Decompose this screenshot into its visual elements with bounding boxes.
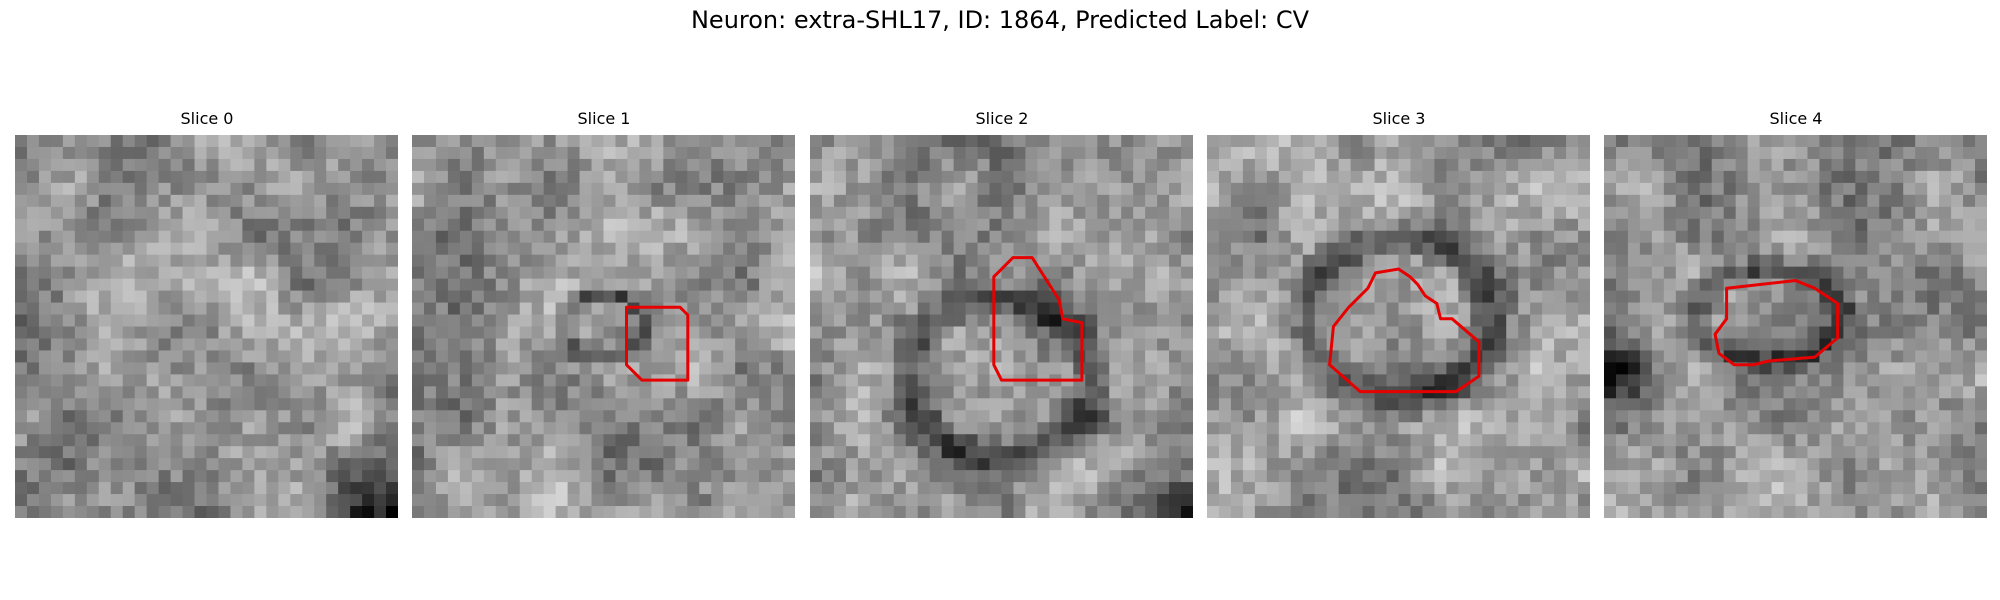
slice-3-image — [1207, 135, 1590, 518]
panel-title-slice-4: Slice 4 — [1769, 109, 1823, 128]
slice-0-svg — [15, 135, 398, 518]
slice-0-image — [15, 135, 398, 518]
slice-1-image — [412, 135, 795, 518]
slice-1-svg — [412, 135, 795, 518]
slice-2-contour — [992, 256, 1084, 382]
panel-title-slice-1: Slice 1 — [577, 109, 631, 128]
slice-2-svg — [810, 135, 1193, 518]
slice-3-svg — [1207, 135, 1590, 518]
panel-title-slice-3: Slice 3 — [1372, 109, 1426, 128]
slice-4-svg — [1604, 135, 1987, 518]
slice-4-contour — [1713, 279, 1840, 367]
slice-3-contour — [1328, 267, 1481, 394]
slice-1-contour — [625, 305, 690, 382]
slice-2-image — [810, 135, 1193, 518]
figure-title: Neuron: extra-SHL17, ID: 1864, Predicted… — [690, 6, 1310, 34]
panel-title-slice-2: Slice 2 — [975, 109, 1029, 128]
slice-4-image — [1604, 135, 1987, 518]
panel-title-slice-0: Slice 0 — [180, 109, 234, 128]
